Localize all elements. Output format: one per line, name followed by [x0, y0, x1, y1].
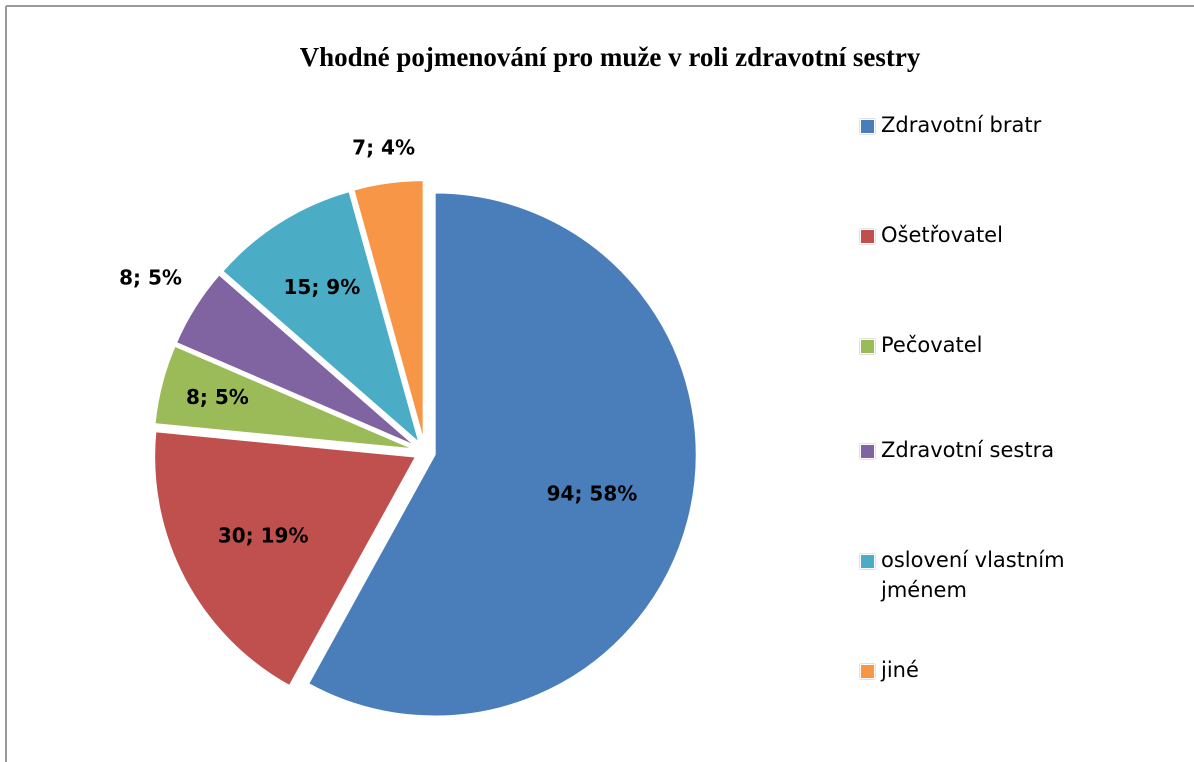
- pie-slice: [153, 430, 418, 688]
- legend-label: oslovení vlastním jménem: [881, 548, 1065, 602]
- legend-item: Zdravotní sestra: [860, 435, 1120, 465]
- data-label: 15; 9%: [284, 275, 361, 299]
- legend-label: Pečovatel: [881, 333, 983, 357]
- legend-swatch: [860, 444, 875, 459]
- legend-item: Ošetřovatel: [860, 220, 1120, 250]
- pie-slice: [153, 344, 416, 451]
- legend-label: Zdravotní bratr: [881, 113, 1042, 137]
- legend-label: jiné: [881, 658, 919, 682]
- legend-item: Zdravotní bratr: [860, 110, 1120, 140]
- legend-label: Ošetřovatel: [881, 223, 1003, 247]
- data-label: 94; 58%: [547, 482, 638, 506]
- legend-swatch: [860, 229, 875, 244]
- legend-label: Zdravotní sestra: [881, 438, 1055, 462]
- legend-swatch: [860, 664, 875, 679]
- legend-item: Pečovatel: [860, 330, 1120, 360]
- data-label: 8; 5%: [119, 266, 182, 290]
- legend-swatch: [860, 119, 875, 134]
- data-label: 7; 4%: [352, 135, 415, 159]
- legend-item: oslovení vlastním jménem: [860, 545, 1120, 605]
- legend-swatch: [860, 339, 875, 354]
- pie-slice: [174, 272, 418, 448]
- pie-slice: [220, 189, 422, 447]
- legend-item: jiné: [860, 655, 1120, 685]
- chart-title: Vhodné pojmenování pro muže v roli zdrav…: [300, 42, 921, 72]
- pie-slice: [352, 179, 425, 443]
- legend-swatch: [860, 554, 875, 569]
- data-label: 30; 19%: [218, 524, 309, 548]
- pie-slice: [306, 191, 698, 718]
- data-label: 8; 5%: [186, 385, 249, 409]
